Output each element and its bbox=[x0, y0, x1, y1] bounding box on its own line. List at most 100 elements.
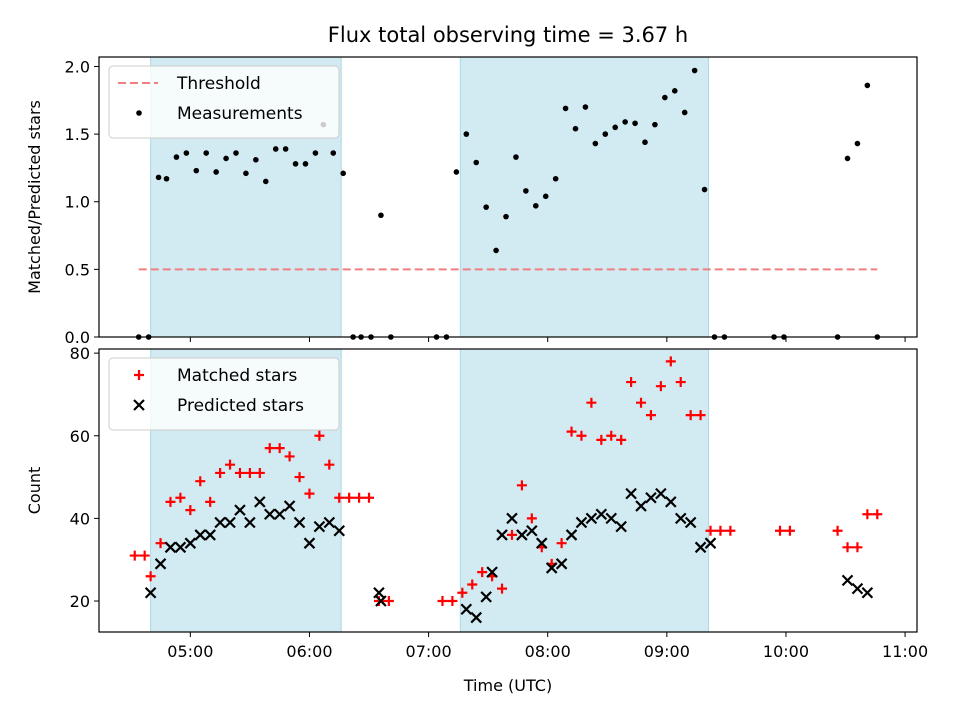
y-tick-label: 1.0 bbox=[65, 193, 90, 212]
measurement-point bbox=[671, 88, 678, 94]
matched-star-point bbox=[334, 492, 345, 503]
matched-star-point bbox=[725, 525, 736, 536]
predicted-star-point bbox=[470, 611, 483, 624]
predicted-star-point bbox=[516, 529, 528, 541]
legend-series-label: Measurements bbox=[177, 104, 303, 124]
matched-star-point bbox=[506, 529, 517, 540]
measurement-point bbox=[542, 193, 549, 200]
measurement-point bbox=[203, 150, 210, 156]
measurement-point bbox=[272, 146, 279, 152]
predicted-star-point bbox=[486, 566, 498, 578]
measurement-point bbox=[562, 105, 569, 112]
measurement-point bbox=[582, 104, 589, 110]
predicted-star-point bbox=[684, 516, 697, 529]
predicted-star-point bbox=[174, 541, 187, 554]
measurement-point bbox=[453, 169, 460, 175]
measurement-point bbox=[701, 186, 708, 193]
predicted-star-point bbox=[244, 516, 256, 529]
matched-star-point bbox=[205, 496, 216, 507]
measurement-point bbox=[163, 175, 170, 182]
legend-predicted-swatch bbox=[133, 399, 145, 411]
measurement-point bbox=[262, 178, 269, 185]
predicted-star-point bbox=[615, 520, 627, 533]
predicted-star-point bbox=[851, 582, 864, 595]
measurement-point bbox=[602, 131, 609, 137]
matched-star-point bbox=[437, 596, 448, 607]
matched-star-point bbox=[852, 542, 863, 553]
legend-box bbox=[108, 65, 340, 139]
matched-star-point bbox=[556, 538, 567, 549]
measurement-point bbox=[233, 150, 239, 156]
matched-star-point bbox=[626, 377, 637, 388]
x-tick-label: 11:00 bbox=[882, 642, 928, 661]
matched-star-point bbox=[566, 426, 577, 437]
matched-star-point bbox=[145, 571, 156, 582]
matched-star-point bbox=[195, 476, 206, 487]
matched-star-point bbox=[165, 496, 176, 507]
measurement-point bbox=[532, 202, 539, 209]
measurement-point bbox=[854, 140, 861, 147]
matched-star-point bbox=[294, 472, 305, 483]
chart-title: Flux total observing time = 3.67 h bbox=[328, 23, 688, 47]
predicted-star-point bbox=[645, 491, 657, 504]
measurement-point bbox=[493, 247, 499, 254]
measurement-point bbox=[282, 146, 289, 152]
matched-star-point bbox=[655, 381, 666, 392]
y-tick-label: 60 bbox=[70, 427, 90, 446]
matched-star-point bbox=[695, 410, 706, 421]
predicted-star-point bbox=[704, 537, 717, 549]
matched-star-point bbox=[685, 410, 696, 421]
matched-star-point bbox=[364, 492, 375, 503]
predicted-star-point bbox=[605, 512, 618, 525]
y-tick-label: 2.0 bbox=[65, 57, 90, 76]
y-axis-label: Count bbox=[25, 467, 44, 515]
measurement-point bbox=[652, 121, 658, 128]
predicted-star-point bbox=[575, 516, 588, 529]
matched-star-point bbox=[155, 538, 166, 549]
matched-star-point bbox=[129, 550, 140, 561]
matched-star-point bbox=[215, 467, 226, 478]
axes-frame bbox=[98, 56, 918, 338]
matched-star-point bbox=[244, 467, 255, 478]
top-panel: 0.0 0.5 1.0 1.5 2.0 Matched/Predicted stars Th… bbox=[25, 56, 918, 347]
matched-star-point bbox=[516, 480, 527, 491]
matched-star-point bbox=[596, 434, 607, 445]
predicted-star-point bbox=[373, 586, 385, 599]
measurement-point bbox=[183, 150, 190, 156]
predicted-star-point bbox=[841, 574, 854, 587]
matched-star-point bbox=[832, 525, 843, 536]
predicted-star-point bbox=[224, 516, 236, 529]
matched-star-point bbox=[775, 525, 786, 536]
measurement-point bbox=[844, 155, 851, 162]
matched-star-point bbox=[383, 596, 394, 607]
matched-star-point bbox=[675, 377, 686, 388]
x-axis-label: Time (UTC) bbox=[463, 676, 552, 695]
measurement-point bbox=[513, 154, 519, 160]
predicted-star-point bbox=[375, 595, 387, 607]
matched-star-point bbox=[254, 467, 265, 478]
predicted-star-point bbox=[535, 537, 548, 549]
matched-star-point bbox=[324, 459, 335, 470]
predicted-star-point bbox=[694, 541, 707, 554]
measurement-point bbox=[632, 120, 638, 127]
y-axis-label: Matched/Predicted stars bbox=[25, 100, 44, 294]
matched-star-point bbox=[862, 509, 873, 520]
measurement-point bbox=[662, 94, 668, 101]
y-tick-label: 0.0 bbox=[65, 328, 90, 347]
matched-star-point bbox=[477, 567, 488, 578]
measurement-point bbox=[253, 157, 259, 163]
predicted-star-point bbox=[254, 496, 266, 508]
measurement-point bbox=[523, 188, 529, 194]
matched-star-point bbox=[447, 596, 458, 607]
predicted-star-point bbox=[154, 558, 167, 570]
measurement-point bbox=[503, 213, 509, 220]
predicted-star-point bbox=[555, 558, 568, 570]
measurement-point bbox=[864, 82, 871, 89]
matched-star-point bbox=[872, 509, 883, 520]
predicted-star-point bbox=[565, 529, 578, 541]
measurement-point bbox=[483, 204, 489, 210]
matched-star-point bbox=[665, 356, 676, 367]
matched-star-point bbox=[784, 525, 795, 536]
legend: Threshold Measurements bbox=[108, 65, 340, 139]
matched-star-point bbox=[354, 492, 365, 503]
